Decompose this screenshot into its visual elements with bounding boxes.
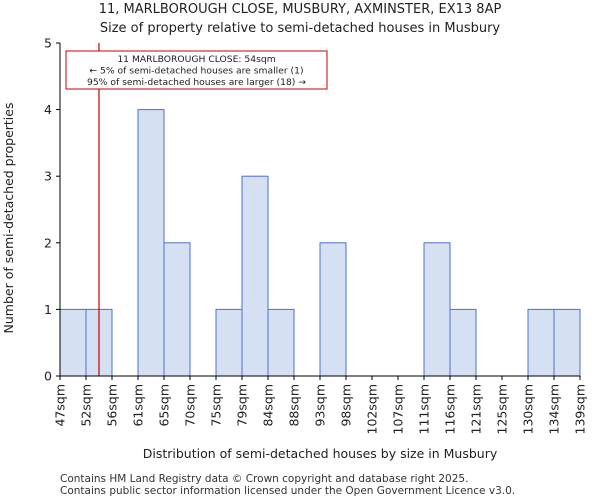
histogram-bar xyxy=(423,242,451,377)
annotation-line: 11 MARLBOROUGH CLOSE: 54sqm xyxy=(117,54,275,65)
x-tick-label: 107sqm xyxy=(391,384,406,434)
annotation-line: 95% of semi-detached houses are larger (… xyxy=(87,77,306,88)
x-tick-label: 93sqm xyxy=(313,384,328,427)
x-tick-label: 79sqm xyxy=(235,384,250,427)
y-tick-label: 5 xyxy=(44,36,52,51)
x-tick-label: 98sqm xyxy=(339,384,354,427)
y-axis-label: Number of semi-detached properties xyxy=(1,103,16,334)
chart-subtitle: Size of property relative to semi-detach… xyxy=(99,21,501,36)
x-tick-label: 75sqm xyxy=(209,384,224,427)
footer-line-2: Contains public sector information licen… xyxy=(60,485,516,497)
y-tick-label: 4 xyxy=(44,102,52,117)
x-tick-label: 52sqm xyxy=(79,384,94,427)
histogram-bar xyxy=(319,242,347,377)
y-tick-label: 2 xyxy=(44,235,52,250)
footer-line-1: Contains HM Land Registry data © Crown c… xyxy=(60,473,469,485)
x-tick-label: 139sqm xyxy=(573,384,588,434)
x-tick-label: 111sqm xyxy=(417,384,432,434)
histogram-bar xyxy=(59,308,87,377)
chart-title: 11, MARLBOROUGH CLOSE, MUSBURY, AXMINSTE… xyxy=(98,2,502,17)
histogram-bar xyxy=(241,175,269,377)
x-tick-label: 130sqm xyxy=(521,384,536,434)
x-tick-label: 88sqm xyxy=(287,384,302,427)
histogram-bar xyxy=(267,308,295,377)
x-axis-label: Distribution of semi-detached houses by … xyxy=(143,446,498,461)
annotation-line: ← 5% of semi-detached houses are smaller… xyxy=(89,66,303,77)
histogram-bar xyxy=(553,308,581,377)
x-tick-label: 65sqm xyxy=(157,384,172,427)
histogram-bar xyxy=(163,242,191,377)
histogram-bar xyxy=(215,308,243,377)
y-tick-label: 0 xyxy=(44,369,52,384)
x-tick-label: 84sqm xyxy=(261,384,276,427)
y-tick-label: 3 xyxy=(44,169,52,184)
annotation-box xyxy=(65,50,328,90)
x-tick-label: 61sqm xyxy=(131,384,146,427)
x-tick-label: 125sqm xyxy=(495,384,510,434)
x-tick-label: 70sqm xyxy=(183,384,198,427)
x-tick-label: 116sqm xyxy=(443,384,458,434)
x-tick-label: 102sqm xyxy=(365,384,380,434)
x-tick-label: 56sqm xyxy=(105,384,120,427)
y-tick-label: 1 xyxy=(44,302,52,317)
x-tick-label: 134sqm xyxy=(547,384,562,434)
histogram-bar xyxy=(449,308,477,377)
histogram-bar xyxy=(137,109,165,377)
histogram-bar xyxy=(527,308,555,377)
x-tick-label: 121sqm xyxy=(469,384,484,434)
x-tick-label: 47sqm xyxy=(53,384,68,427)
